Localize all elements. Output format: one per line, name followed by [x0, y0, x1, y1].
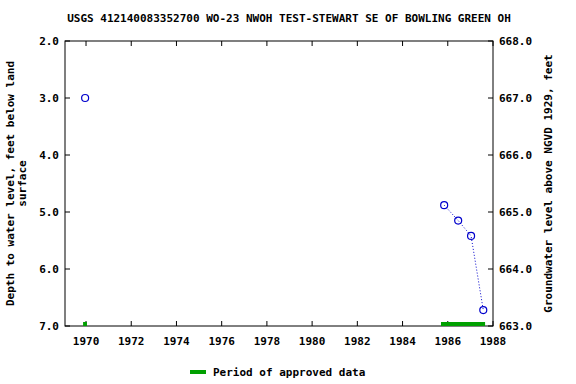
y-tick [65, 155, 70, 156]
x-tick [86, 41, 87, 46]
plot-area [82, 95, 487, 327]
x-tick [402, 321, 403, 326]
y-tick [65, 326, 70, 327]
data-point [82, 95, 89, 102]
x-tick [493, 41, 494, 46]
x-tick-label: 1970 [73, 335, 100, 348]
x-tick [131, 321, 132, 326]
y-tick-label: 3.0 [39, 92, 59, 105]
x-tick-label: 1984 [389, 335, 416, 348]
x-tick [357, 321, 358, 326]
x-tick [312, 41, 313, 46]
y-axis-label: Depth to water level, feet below landsur… [4, 61, 29, 306]
series-line [444, 205, 483, 310]
x-tick [493, 321, 494, 326]
y2-tick-label: 665.0 [499, 206, 532, 219]
x-tick-label: 1980 [299, 335, 326, 348]
y2-tick [488, 212, 493, 213]
y-tick [65, 269, 70, 270]
x-tick-label: 1976 [208, 335, 235, 348]
plot-frame [65, 41, 493, 326]
y2-axis-label: Groundwater level above NGVD 1929, feet [542, 54, 555, 312]
approved-period [83, 322, 87, 326]
y-axis-label-line: surface [16, 160, 29, 207]
y2-tick [488, 98, 493, 99]
approved-period [441, 322, 485, 326]
y-tick-label: 7.0 [39, 320, 59, 333]
y-tick [65, 212, 70, 213]
y2-tick [488, 155, 493, 156]
title: USGS 412140083352700 WO-23 NWOH TEST-STE… [67, 12, 511, 25]
x-tick [402, 41, 403, 46]
y2-tick-label: 666.0 [499, 149, 532, 162]
x-tick-label: 1978 [254, 335, 281, 348]
y2-tick-label: 663.0 [499, 320, 532, 333]
x-tick-label: 1982 [344, 335, 371, 348]
legend-label: Period of approved data [213, 366, 365, 379]
y-tick [65, 98, 70, 99]
chart: USGS 412140083352700 WO-23 NWOH TEST-STE… [0, 0, 576, 384]
x-tick [266, 321, 267, 326]
x-tick [221, 41, 222, 46]
x-tick-label: 1974 [163, 335, 190, 348]
data-point [441, 202, 448, 209]
x-tick [176, 321, 177, 326]
y2-tick-label: 664.0 [499, 263, 532, 276]
x-tick [312, 321, 313, 326]
y2-tick [488, 326, 493, 327]
y-tick [65, 41, 70, 42]
x-tick-label: 1988 [480, 335, 507, 348]
y2-tick-label: 668.0 [499, 35, 532, 48]
y2-tick [488, 269, 493, 270]
x-tick [357, 41, 358, 46]
x-tick-label: 1986 [435, 335, 462, 348]
data-point [468, 232, 475, 239]
y-tick-label: 5.0 [39, 206, 59, 219]
y2-tick [488, 41, 493, 42]
data-point [480, 307, 487, 314]
x-tick [447, 41, 448, 46]
x-tick [266, 41, 267, 46]
y2-tick-label: 667.0 [499, 92, 532, 105]
x-tick [176, 41, 177, 46]
x-tick-label: 1972 [118, 335, 145, 348]
x-tick [131, 41, 132, 46]
legend-swatch [190, 370, 206, 374]
y-tick-label: 4.0 [39, 149, 59, 162]
data-point [455, 217, 462, 224]
y-tick-label: 2.0 [39, 35, 59, 48]
y-tick-label: 6.0 [39, 263, 59, 276]
x-tick [221, 321, 222, 326]
